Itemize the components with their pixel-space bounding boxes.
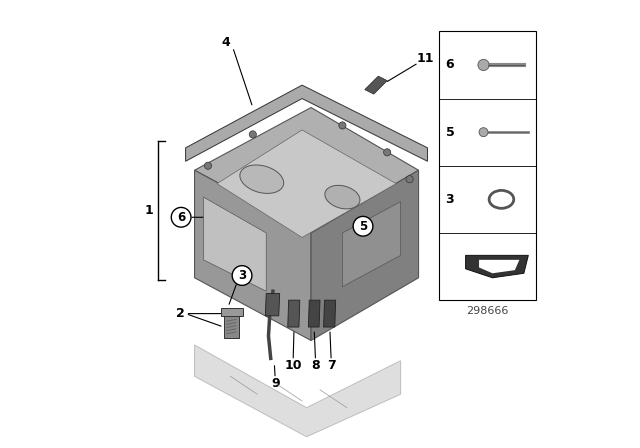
Bar	[224, 311, 239, 338]
Polygon shape	[195, 108, 419, 233]
Polygon shape	[204, 197, 266, 291]
Polygon shape	[308, 300, 320, 327]
Text: 9: 9	[271, 376, 280, 390]
Circle shape	[406, 176, 413, 183]
Ellipse shape	[478, 60, 489, 71]
Circle shape	[353, 216, 373, 236]
Polygon shape	[466, 255, 529, 278]
Polygon shape	[365, 76, 387, 94]
Polygon shape	[195, 170, 311, 340]
Text: 7: 7	[327, 358, 335, 372]
Text: 6: 6	[177, 211, 185, 224]
Polygon shape	[186, 85, 428, 161]
Text: 2: 2	[176, 307, 184, 320]
Text: 1: 1	[145, 204, 153, 217]
Circle shape	[383, 149, 391, 156]
Text: 8: 8	[311, 358, 320, 372]
Circle shape	[249, 131, 257, 138]
Polygon shape	[266, 293, 280, 316]
Polygon shape	[195, 345, 401, 437]
Ellipse shape	[479, 128, 488, 137]
Text: 5: 5	[359, 220, 367, 233]
Ellipse shape	[240, 165, 284, 194]
Polygon shape	[217, 130, 396, 237]
Circle shape	[339, 122, 346, 129]
Ellipse shape	[325, 185, 360, 209]
Text: 11: 11	[417, 52, 434, 65]
Bar	[439, 31, 536, 300]
Circle shape	[172, 207, 191, 227]
Text: 3: 3	[445, 193, 454, 206]
Text: 4: 4	[221, 36, 230, 49]
Bar	[221, 308, 243, 316]
Polygon shape	[479, 260, 520, 273]
Ellipse shape	[489, 190, 514, 208]
Polygon shape	[324, 300, 336, 327]
Text: 298666: 298666	[467, 306, 509, 316]
Polygon shape	[288, 300, 300, 327]
Text: 5: 5	[445, 125, 454, 139]
Text: 3: 3	[238, 269, 246, 282]
Polygon shape	[342, 202, 401, 287]
Polygon shape	[311, 170, 419, 340]
Circle shape	[232, 266, 252, 285]
Text: 10: 10	[284, 358, 302, 372]
Text: 6: 6	[445, 58, 454, 72]
Circle shape	[204, 162, 212, 169]
